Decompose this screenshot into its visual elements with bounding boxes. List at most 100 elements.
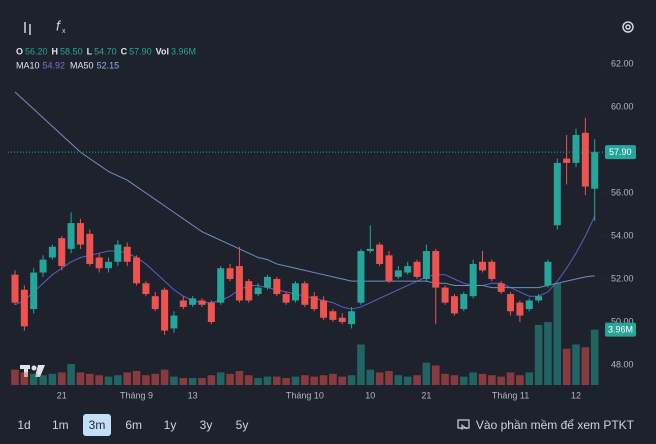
candle-body [20, 289, 28, 327]
settings-icon[interactable] [622, 21, 634, 33]
volume-bar [170, 376, 178, 385]
legend-label: C [121, 46, 128, 56]
volume-bar [291, 376, 300, 385]
volume-bar [216, 372, 225, 385]
candle-body [48, 246, 56, 258]
volume-bar [282, 378, 290, 385]
x-tick-label: 21 [421, 390, 431, 400]
legend-value: 56.20 [25, 46, 48, 56]
volume-bar [20, 372, 29, 385]
volume-bar [11, 369, 19, 385]
volume-bar [151, 373, 160, 385]
legend-value: 57.90 [129, 46, 152, 56]
timeframe-button[interactable]: 1d [17, 418, 31, 432]
volume-bar [506, 372, 515, 385]
ma-legend-value: 54.92 [43, 60, 66, 70]
timeframe-button[interactable]: 5y [235, 418, 249, 432]
candle-body [460, 294, 468, 310]
volume-bar [441, 373, 449, 385]
candle-body [376, 244, 384, 264]
volume-bar [67, 364, 75, 385]
candle-body [348, 311, 356, 325]
indicator-icon[interactable]: f [56, 18, 62, 34]
link-text: Vào phần mềm để xem PTKT [475, 418, 634, 432]
y-tick-label: 48.00 [611, 359, 634, 369]
x-tick-label: 13 [188, 390, 198, 400]
volume-bar [198, 378, 206, 385]
candle-body [189, 298, 197, 305]
candle-body [95, 257, 103, 269]
volume-bar [469, 372, 477, 385]
candle-body [385, 255, 393, 282]
volume-bar [497, 376, 505, 385]
volume-bar [394, 375, 403, 385]
candle-body [254, 287, 262, 295]
volume-bar [525, 372, 534, 385]
indicator-icon-sub: x [62, 28, 66, 35]
candle-body [404, 266, 412, 273]
last-price-label: 57.90 [609, 147, 632, 157]
candle-body [525, 300, 533, 310]
volume-bar [310, 376, 318, 385]
x-tick-label: 10 [365, 390, 375, 400]
volume-bar [319, 375, 328, 385]
y-tick-label: 54.00 [611, 230, 634, 240]
volume-bar [114, 375, 122, 385]
ptkt-link[interactable]: Vào phần mềm để xem PTKT [457, 418, 634, 432]
candle-body [488, 261, 496, 279]
timeframe-button[interactable]: 3m [82, 414, 112, 436]
y-tick-label: 56.00 [611, 187, 634, 197]
volume-bar [450, 375, 459, 385]
volume-bar [254, 378, 262, 385]
candle-body [413, 261, 421, 277]
candle-body [366, 248, 374, 252]
y-tick-label: 52.00 [611, 273, 634, 283]
candle-body [133, 257, 141, 284]
timeframe-button[interactable]: 6m [125, 418, 143, 432]
candle-body [142, 283, 150, 295]
candle-body [479, 261, 486, 271]
candle-body [432, 251, 440, 288]
x-tick-label: 21 [57, 390, 67, 400]
volume-bar [301, 375, 309, 385]
candle-body [553, 162, 561, 226]
candle-body [450, 296, 458, 314]
volume-bar [357, 344, 365, 385]
volume-bar [422, 362, 431, 385]
candle-body [292, 283, 299, 301]
ma-legend-name: MA50 [70, 60, 94, 70]
candle-body [39, 259, 47, 273]
candle-body [572, 134, 580, 163]
volume-bar [375, 372, 384, 385]
volume-bar [142, 375, 150, 385]
timeframe-button[interactable]: 1m [52, 418, 69, 432]
candle-body [282, 294, 290, 303]
volume-bar [488, 375, 496, 385]
candle-body [591, 152, 599, 189]
legend-label: L [87, 46, 93, 56]
volume-bar [562, 348, 571, 385]
volume-bar [207, 375, 216, 385]
candle-type-icon[interactable] [24, 22, 31, 35]
volume-bar [347, 375, 356, 385]
volume-bar [431, 365, 440, 385]
legend-label: Vol [156, 46, 169, 56]
candle-body [273, 279, 281, 295]
y-tick-label: 62.00 [611, 58, 634, 68]
candle-body [422, 251, 430, 279]
y-tick-label: 50.00 [611, 316, 634, 326]
timeframe-button[interactable]: 1y [163, 418, 177, 432]
candle-body [67, 223, 75, 249]
volume-bar [179, 378, 188, 385]
timeframe-button[interactable]: 3y [199, 418, 213, 432]
volume-bar [478, 373, 487, 385]
volume-bar [329, 373, 337, 385]
volume-bar [534, 324, 543, 385]
volume-bar [39, 375, 47, 385]
candle-body [329, 311, 337, 320]
candle-body [338, 317, 346, 322]
candle-body [516, 302, 524, 316]
last-volume-label: 3.96M [608, 325, 633, 335]
candle-body [563, 158, 571, 163]
candle-body [320, 300, 328, 318]
